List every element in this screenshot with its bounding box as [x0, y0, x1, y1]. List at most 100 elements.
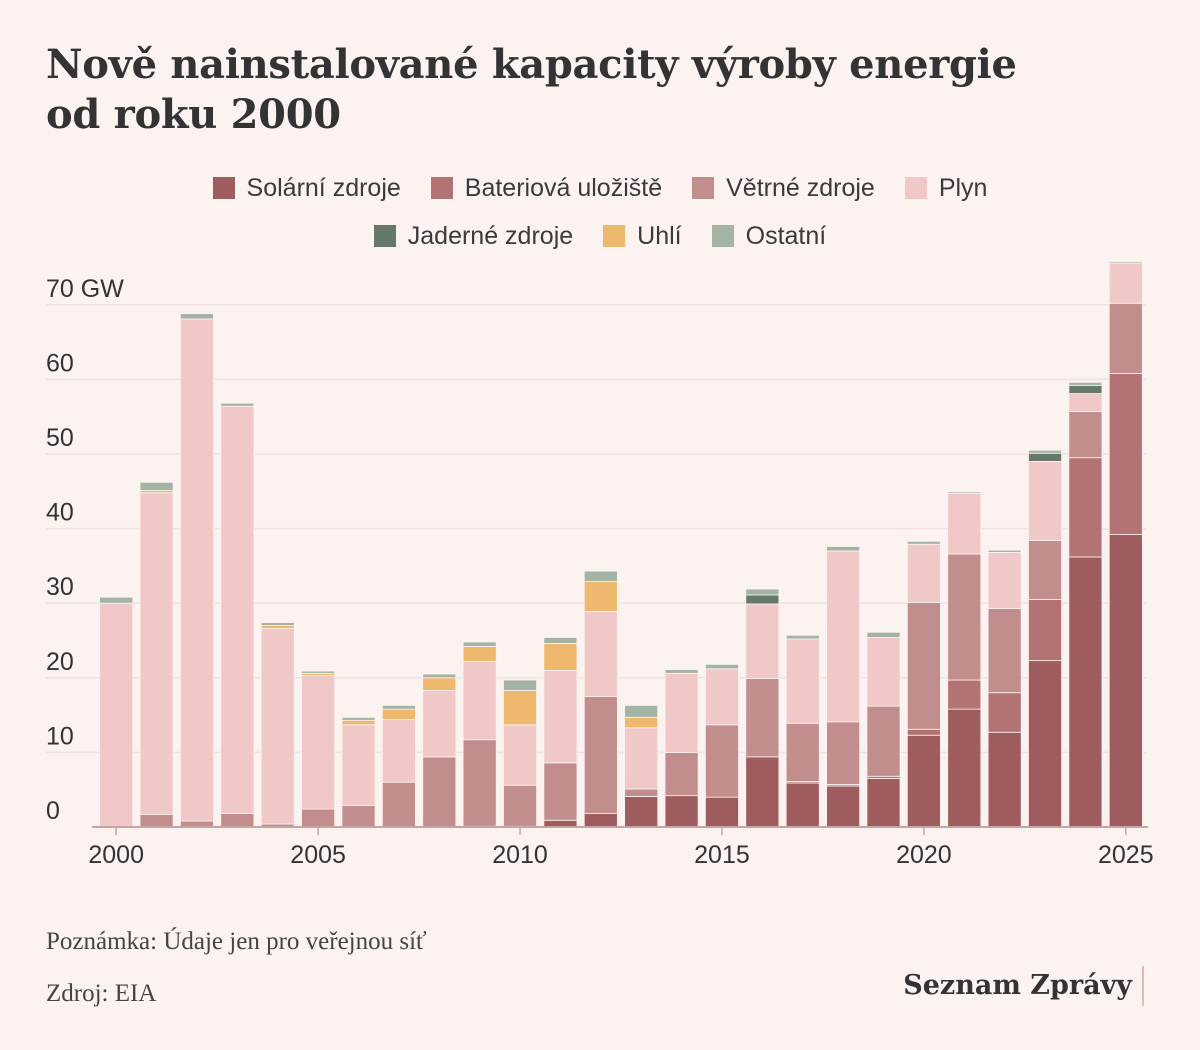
bar-segment [220, 813, 255, 828]
x-tick-label: 2020 [896, 841, 952, 869]
legend-item-nuclear: Jaderné zdroje [373, 222, 573, 251]
legend-label-wind: Větrné zdroje [726, 173, 875, 202]
bar-segment [906, 540, 941, 545]
bar-segment [543, 637, 578, 644]
bar-segment [624, 788, 659, 797]
bar-segment [543, 669, 578, 764]
bar-segment [624, 796, 659, 828]
bar-segment [260, 625, 295, 629]
bar-segment [341, 724, 376, 806]
bar-segment [947, 491, 982, 494]
legend-swatch-coal [603, 225, 626, 247]
bar-segment [745, 594, 780, 605]
bar-segment [583, 570, 618, 582]
legend-label-solar: Solární zdroje [246, 173, 401, 202]
bar-segment [705, 663, 739, 670]
bar-segment [422, 756, 457, 828]
y-tick-label: 60 [46, 349, 74, 377]
bar-segment [947, 553, 982, 681]
bar-segment [341, 804, 376, 828]
x-axis: 2000 2005 2010 2015 2020 2025 [88, 826, 1154, 869]
bar-segment [866, 631, 901, 638]
bar-segment [664, 672, 699, 753]
bar-segment [381, 708, 416, 720]
bar-segment [180, 318, 214, 822]
chart-note: Poznámka: Údaje jen pro veřejnou síť [46, 928, 427, 955]
bar-segment [624, 716, 659, 729]
legend-label-battery: Bateriová uložiště [464, 173, 663, 202]
bar-segment [260, 628, 295, 825]
legend-label-gas: Plyn [938, 173, 988, 202]
bar-segment [1068, 411, 1103, 459]
legend-label-coal: Uhlí [637, 221, 682, 250]
bar-segment [826, 785, 861, 828]
bar-segment [543, 762, 578, 821]
bar-segment [947, 493, 982, 555]
legend-row-2: Jaderné zdroje Uhlí Ostatní [0, 212, 1200, 260]
bar-segment [624, 727, 659, 790]
bar-segment [785, 638, 820, 724]
bar-segment [462, 646, 497, 662]
legend-swatch-solar [212, 177, 235, 199]
chart-source: Zdroj: EIA [46, 980, 157, 1007]
bar-segment [705, 668, 739, 726]
y-tick-label: 50 [46, 424, 74, 452]
bar-segment [220, 402, 255, 407]
chart-title-line-1: Nově nainstalované kapacity výroby energ… [46, 41, 1017, 88]
bar-segment [745, 756, 780, 828]
bar-segment [99, 602, 134, 828]
bar-segment [826, 721, 861, 785]
bar-segment [785, 782, 820, 828]
bar-segment [1028, 449, 1062, 454]
y-tick-label: 40 [46, 499, 74, 527]
bar-segment [260, 622, 295, 626]
bar-segment [301, 808, 336, 828]
bar-segment [1108, 302, 1143, 374]
bar-segment [1068, 393, 1103, 412]
bar-segment [745, 588, 780, 596]
bar-segment [1068, 381, 1103, 386]
bar-segment [745, 603, 780, 679]
y-axis: 0 10 20 30 40 50 60 70 GW [46, 275, 124, 825]
bar-segment [785, 634, 820, 640]
bar-segment [1108, 372, 1143, 535]
legend-item-solar: Solární zdroje [212, 173, 401, 203]
y-tick-label: 20 [46, 648, 74, 676]
bar-segment [503, 690, 537, 726]
x-tick-label: 2015 [694, 841, 750, 869]
y-tick-label: 70 GW [46, 275, 124, 303]
legend-item-wind: Větrné zdroje [692, 174, 875, 203]
bar-segment [987, 692, 1022, 733]
bar-segment [422, 673, 457, 679]
bar-segment [341, 716, 376, 721]
bar-segment [381, 719, 416, 783]
bar-segment [866, 637, 901, 707]
legend-item-battery: Bateriová uložiště [430, 173, 663, 203]
bar-segment [543, 819, 578, 828]
bar-segment [462, 739, 497, 827]
bar-segment [1068, 556, 1103, 828]
bar-segment [624, 704, 659, 718]
bar-segment [745, 678, 780, 758]
bar-segment [1028, 452, 1062, 462]
bar-segment [906, 602, 941, 730]
x-tick-label: 2000 [88, 841, 144, 869]
bar-segment [826, 546, 861, 552]
bar-segment [583, 696, 618, 814]
bar-segment [422, 690, 457, 758]
bar-segment [866, 705, 901, 777]
bar-segment [705, 796, 739, 828]
bar-segment [664, 669, 699, 674]
bar-segment [664, 751, 699, 797]
bar-segment [826, 550, 861, 723]
legend-row-1: Solární zdroje Bateriová uložiště Větrné… [0, 164, 1200, 212]
bar-segment [583, 610, 618, 697]
bar-segment [462, 660, 497, 741]
bar-segment [1108, 261, 1143, 264]
bar-segment [1028, 461, 1062, 541]
bar-segment [1028, 540, 1062, 600]
bar-segment [1068, 457, 1103, 558]
bar-segment [422, 677, 457, 691]
legend-swatch-gas [904, 177, 927, 199]
bar-segment [866, 778, 901, 828]
